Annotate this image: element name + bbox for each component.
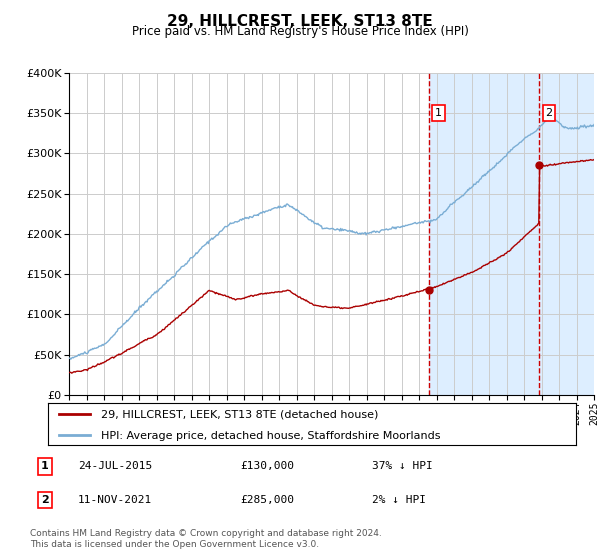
Text: 1: 1 <box>435 108 442 118</box>
Text: 29, HILLCREST, LEEK, ST13 8TE: 29, HILLCREST, LEEK, ST13 8TE <box>167 14 433 29</box>
Text: Contains HM Land Registry data © Crown copyright and database right 2024.
This d: Contains HM Land Registry data © Crown c… <box>30 529 382 549</box>
Text: 11-NOV-2021: 11-NOV-2021 <box>78 495 152 505</box>
Text: 24-JUL-2015: 24-JUL-2015 <box>78 461 152 472</box>
Text: 37% ↓ HPI: 37% ↓ HPI <box>372 461 433 472</box>
Text: 1: 1 <box>41 461 49 472</box>
Text: 2% ↓ HPI: 2% ↓ HPI <box>372 495 426 505</box>
Text: HPI: Average price, detached house, Staffordshire Moorlands: HPI: Average price, detached house, Staf… <box>101 431 440 441</box>
Text: 29, HILLCREST, LEEK, ST13 8TE (detached house): 29, HILLCREST, LEEK, ST13 8TE (detached … <box>101 409 378 419</box>
Bar <box>429 73 600 395</box>
Text: Price paid vs. HM Land Registry's House Price Index (HPI): Price paid vs. HM Land Registry's House … <box>131 25 469 38</box>
Text: £285,000: £285,000 <box>240 495 294 505</box>
Text: 2: 2 <box>41 495 49 505</box>
Text: 2: 2 <box>545 108 553 118</box>
Text: £130,000: £130,000 <box>240 461 294 472</box>
